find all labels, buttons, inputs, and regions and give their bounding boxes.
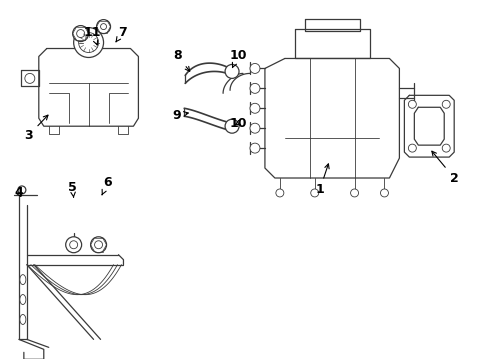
Circle shape	[250, 143, 260, 153]
Text: 5: 5	[68, 181, 77, 197]
Circle shape	[95, 241, 102, 249]
Circle shape	[408, 144, 416, 152]
Circle shape	[78, 32, 98, 53]
Circle shape	[25, 73, 35, 84]
Text: 10: 10	[229, 49, 247, 68]
Circle shape	[250, 103, 260, 113]
Text: 10: 10	[229, 117, 247, 130]
Circle shape	[311, 189, 319, 197]
Circle shape	[408, 100, 416, 108]
Text: 11: 11	[84, 26, 101, 45]
Circle shape	[276, 189, 284, 197]
Ellipse shape	[20, 315, 26, 324]
Circle shape	[250, 84, 260, 93]
Circle shape	[74, 28, 103, 58]
Text: 8: 8	[173, 49, 190, 71]
Circle shape	[91, 237, 106, 253]
Ellipse shape	[20, 294, 26, 305]
Text: 7: 7	[116, 26, 127, 42]
Circle shape	[442, 144, 450, 152]
Circle shape	[442, 100, 450, 108]
Circle shape	[225, 64, 239, 78]
Circle shape	[97, 20, 111, 33]
Circle shape	[225, 119, 239, 133]
Circle shape	[250, 123, 260, 133]
Ellipse shape	[20, 275, 26, 285]
Circle shape	[100, 24, 106, 30]
Text: 3: 3	[24, 115, 48, 142]
Circle shape	[66, 237, 82, 253]
Text: 4: 4	[15, 186, 23, 199]
Text: 1: 1	[316, 164, 329, 197]
Circle shape	[250, 63, 260, 73]
Circle shape	[76, 30, 85, 37]
Circle shape	[350, 189, 359, 197]
Circle shape	[380, 189, 389, 197]
Text: 6: 6	[102, 176, 112, 195]
Circle shape	[70, 241, 77, 249]
Circle shape	[73, 26, 89, 41]
Text: 9: 9	[172, 109, 188, 122]
Circle shape	[18, 186, 26, 194]
Text: 2: 2	[432, 151, 459, 185]
